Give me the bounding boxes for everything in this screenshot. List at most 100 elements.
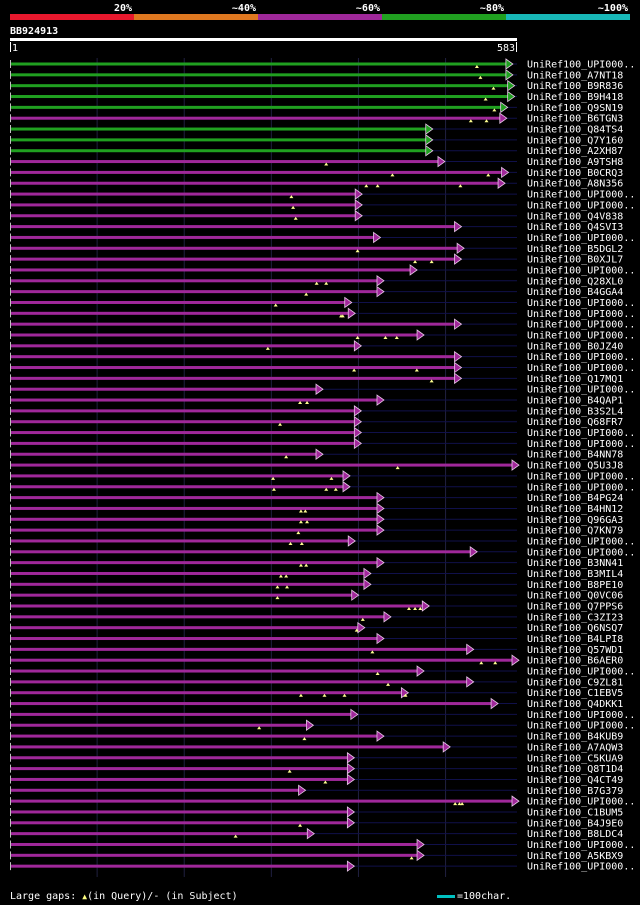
hit-label[interactable]: UniRef100_UPI000.. bbox=[527, 331, 635, 342]
hit-row[interactable]: UniRef100_UPI000.. bbox=[10, 838, 635, 851]
hit-bar[interactable] bbox=[10, 366, 456, 370]
hit-row[interactable]: UniRef100_Q28XL0 bbox=[10, 275, 623, 288]
hit-bar[interactable] bbox=[10, 376, 456, 380]
hit-bar[interactable] bbox=[10, 637, 378, 641]
hit-bar[interactable] bbox=[10, 658, 513, 662]
hit-row[interactable]: UniRef100_A9TSH8 bbox=[10, 155, 623, 169]
hit-label[interactable]: UniRef100_B0JZ40 bbox=[527, 341, 623, 352]
hit-label[interactable]: UniRef100_B0XJL7 bbox=[527, 255, 623, 266]
hit-bar[interactable] bbox=[10, 517, 378, 521]
hit-label[interactable]: UniRef100_Q57WD1 bbox=[527, 645, 623, 656]
hit-label[interactable]: UniRef100_UPI000.. bbox=[527, 385, 635, 396]
hit-label[interactable]: UniRef100_B4HN12 bbox=[527, 504, 623, 515]
hit-bar[interactable] bbox=[10, 73, 507, 77]
hit-row[interactable]: UniRef100_UPI000.. bbox=[10, 665, 635, 678]
hit-bar[interactable] bbox=[10, 203, 357, 207]
hit-bar[interactable] bbox=[10, 788, 300, 792]
hit-label[interactable]: UniRef100_C1EBV5 bbox=[527, 688, 623, 699]
hit-label[interactable]: UniRef100_UPI000.. bbox=[527, 547, 635, 558]
hit-label[interactable]: UniRef100_B9H418 bbox=[527, 92, 623, 103]
hit-bar[interactable] bbox=[10, 290, 378, 294]
hit-bar[interactable] bbox=[10, 268, 412, 272]
hit-label[interactable]: UniRef100_B8LDC4 bbox=[527, 829, 623, 840]
hit-label[interactable]: UniRef100_B3S2L4 bbox=[527, 406, 623, 417]
hit-label[interactable]: UniRef100_A7NT18 bbox=[527, 70, 623, 81]
hit-label[interactable]: UniRef100_UPI000.. bbox=[527, 60, 635, 71]
hit-label[interactable]: UniRef100_B4PG24 bbox=[527, 493, 623, 504]
hit-bar[interactable] bbox=[10, 853, 419, 857]
hit-bar[interactable] bbox=[10, 864, 349, 868]
hit-bar[interactable] bbox=[10, 593, 353, 597]
hit-bar[interactable] bbox=[10, 452, 317, 456]
hit-bar[interactable] bbox=[10, 756, 349, 760]
hit-bar[interactable] bbox=[10, 506, 378, 510]
hit-row[interactable]: UniRef100_B4QAP1 bbox=[10, 394, 623, 407]
hit-row[interactable]: UniRef100_A2XH87 bbox=[10, 144, 623, 158]
hit-bar[interactable] bbox=[10, 170, 503, 174]
hit-bar[interactable] bbox=[10, 485, 344, 489]
hit-row[interactable]: UniRef100_UPI000.. bbox=[10, 546, 635, 559]
hit-bar[interactable] bbox=[10, 62, 507, 66]
hit-row[interactable]: UniRef100_B5DGL2 bbox=[10, 242, 623, 255]
hit-row[interactable]: UniRef100_Q84TS4 bbox=[10, 123, 623, 136]
hit-bar[interactable] bbox=[10, 767, 349, 771]
hit-label[interactable]: UniRef100_UPI000.. bbox=[527, 265, 635, 276]
hit-label[interactable]: UniRef100_Q4CT49 bbox=[527, 775, 623, 786]
hit-label[interactable]: UniRef100_UPI000.. bbox=[527, 471, 635, 482]
hit-label[interactable]: UniRef100_Q4V838 bbox=[527, 211, 623, 222]
hit-label[interactable]: UniRef100_B4QAP1 bbox=[527, 396, 623, 407]
hit-row[interactable]: UniRef100_B3MIL4 bbox=[10, 567, 623, 580]
hit-label[interactable]: UniRef100_UPI000.. bbox=[527, 482, 635, 493]
hit-row[interactable]: UniRef100_B9H418 bbox=[10, 90, 623, 104]
hit-label[interactable]: UniRef100_UPI000.. bbox=[527, 428, 635, 439]
hit-label[interactable]: UniRef100_Q96GA3 bbox=[527, 515, 623, 526]
hit-bar[interactable] bbox=[10, 257, 456, 261]
hit-bar[interactable] bbox=[10, 745, 445, 749]
hit-label[interactable]: UniRef100_A7AQW3 bbox=[527, 742, 623, 753]
hit-row[interactable]: UniRef100_B4HN12 bbox=[10, 502, 623, 515]
hit-bar[interactable] bbox=[10, 669, 419, 673]
hit-label[interactable]: UniRef100_Q9SN19 bbox=[527, 103, 623, 114]
hit-row[interactable]: UniRef100_UPI000.. bbox=[10, 199, 635, 212]
hit-bar[interactable] bbox=[10, 95, 509, 99]
hit-row[interactable]: UniRef100_Q6NSQ7 bbox=[10, 621, 623, 635]
hit-row[interactable]: UniRef100_Q4SVI3 bbox=[10, 220, 623, 234]
hit-label[interactable]: UniRef100_Q7PPS6 bbox=[527, 602, 623, 613]
hit-bar[interactable] bbox=[10, 441, 356, 445]
hit-row[interactable]: UniRef100_UPI000.. bbox=[10, 350, 635, 364]
hit-row[interactable]: UniRef100_A7AQW3 bbox=[10, 741, 623, 754]
hit-label[interactable]: UniRef100_B3MIL4 bbox=[527, 569, 623, 580]
hit-row[interactable]: UniRef100_Q17MQ1 bbox=[10, 372, 623, 385]
hit-row[interactable]: UniRef100_B6TGN3 bbox=[10, 112, 623, 125]
hit-bar[interactable] bbox=[10, 279, 378, 283]
hit-label[interactable]: UniRef100_UPI000.. bbox=[527, 862, 635, 873]
hit-row[interactable]: UniRef100_B4PG24 bbox=[10, 491, 623, 505]
hit-label[interactable]: UniRef100_C1BUM5 bbox=[527, 807, 623, 818]
hit-label[interactable]: UniRef100_UPI000.. bbox=[527, 840, 635, 851]
hit-row[interactable]: UniRef100_B7G379 bbox=[10, 784, 623, 797]
hit-bar[interactable] bbox=[10, 311, 350, 315]
hit-label[interactable]: UniRef100_Q17MQ1 bbox=[527, 374, 623, 385]
hit-row[interactable]: UniRef100_UPI000.. bbox=[10, 264, 635, 277]
hit-row[interactable]: UniRef100_Q57WD1 bbox=[10, 643, 623, 656]
hit-row[interactable]: UniRef100_A5KBX9 bbox=[10, 849, 623, 862]
hit-bar[interactable] bbox=[10, 246, 459, 250]
hit-row[interactable]: UniRef100_UPI000.. bbox=[10, 318, 635, 331]
hit-bar[interactable] bbox=[10, 116, 501, 120]
hit-row[interactable]: UniRef100_C1EBV5 bbox=[10, 686, 623, 700]
hit-row[interactable]: UniRef100_B0XJL7 bbox=[10, 253, 623, 266]
hit-bar[interactable] bbox=[10, 333, 419, 337]
hit-row[interactable]: UniRef100_Q4CT49 bbox=[10, 773, 623, 786]
hit-row[interactable]: UniRef100_B6AER0 bbox=[10, 654, 623, 667]
hit-bar[interactable] bbox=[10, 810, 349, 814]
hit-bar[interactable] bbox=[10, 149, 427, 153]
hit-bar[interactable] bbox=[10, 691, 403, 695]
hit-bar[interactable] bbox=[10, 225, 456, 229]
hit-row[interactable]: UniRef100_B8PE10 bbox=[10, 578, 623, 591]
hit-bar[interactable] bbox=[10, 615, 385, 619]
hit-row[interactable]: UniRef100_UPI000.. bbox=[10, 361, 635, 375]
hit-row[interactable]: UniRef100_B0JZ40 bbox=[10, 340, 623, 353]
hit-row[interactable]: UniRef100_UPI000.. bbox=[10, 329, 635, 342]
hit-row[interactable]: UniRef100_UPI000.. bbox=[10, 426, 635, 440]
hit-label[interactable]: UniRef100_Q5U3J8 bbox=[527, 461, 623, 472]
